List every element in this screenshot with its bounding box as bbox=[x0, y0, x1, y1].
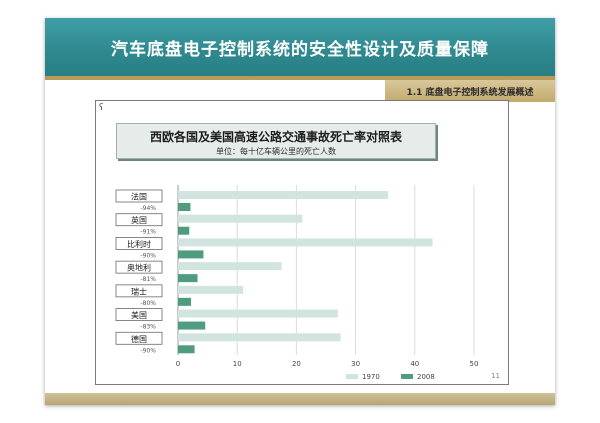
bar-2008 bbox=[178, 297, 192, 306]
bar-2008 bbox=[178, 226, 190, 235]
bar-1970 bbox=[178, 309, 338, 318]
slide: 汽车底盘电子控制系统的安全性设计及质量保障 1.1 底盘电子控制系统发展概述 ʕ… bbox=[45, 18, 555, 405]
category-label-box bbox=[115, 260, 163, 274]
bar-1970 bbox=[178, 238, 433, 247]
x-tick-label: 20 bbox=[292, 360, 301, 368]
category-label: 德国 bbox=[131, 334, 147, 344]
reduction-label: -90% bbox=[140, 347, 156, 354]
reduction-label: -80% bbox=[140, 300, 156, 307]
category-label-box bbox=[115, 284, 163, 298]
bar-2008 bbox=[178, 345, 195, 354]
bar-2008 bbox=[178, 250, 204, 259]
bar-2008 bbox=[178, 203, 191, 211]
chart-subtitle: 单位：每十亿车辆公里的死亡人数 bbox=[216, 147, 336, 156]
section-tab: 1.1 底盘电子控制系统发展概述 bbox=[385, 80, 555, 102]
category-label: 美国 bbox=[131, 310, 147, 320]
bar-2008 bbox=[178, 321, 206, 330]
bar-1970 bbox=[178, 285, 244, 294]
reduction-label: -90% bbox=[140, 252, 156, 259]
legend-swatch-2008 bbox=[401, 374, 413, 379]
chart-figure: ʕ 0 10 20 30 40 50 法国 -94% 英国 -91% 比利时 -90% 奥地利 -81% 瑞… bbox=[95, 100, 509, 385]
reduction-label: -94% bbox=[140, 205, 156, 212]
category-label: 瑞士 bbox=[131, 286, 147, 296]
x-tick-label: 40 bbox=[410, 360, 419, 368]
legend-label-2008: 2008 bbox=[417, 373, 435, 381]
reduction-label: -83% bbox=[140, 324, 156, 331]
bar-2008 bbox=[178, 274, 198, 283]
chart-header: 西欧各国及美国高速公路交通事故死亡率对照表 单位：每十亿车辆公里的死亡人数 bbox=[116, 123, 436, 159]
category-label-box bbox=[115, 308, 163, 321]
category-label: 比利时 bbox=[127, 239, 151, 249]
category-label-box bbox=[115, 189, 163, 203]
footer-band bbox=[45, 393, 555, 405]
corner-logo-icon: ʕ bbox=[99, 103, 104, 113]
slide-title: 汽车底盘电子控制系统的安全性设计及质量保障 bbox=[45, 18, 555, 76]
category-label: 英国 bbox=[131, 215, 147, 225]
category-label: 法国 bbox=[131, 192, 147, 202]
bar-1970 bbox=[178, 214, 303, 223]
title-divider bbox=[45, 76, 555, 80]
chart-title: 西欧各国及美国高速公路交通事故死亡率对照表 bbox=[149, 130, 402, 144]
x-tick-label: 30 bbox=[351, 360, 360, 368]
reduction-label: -91% bbox=[140, 229, 156, 236]
bar-chart: 0 10 20 30 40 50 法国 -94% 英国 -91% 比利时 -90% 奥地利 -81% 瑞士 -… bbox=[115, 185, 479, 381]
bar-1970 bbox=[178, 262, 282, 271]
x-tick-label: 10 bbox=[233, 360, 242, 368]
bar-1970 bbox=[178, 191, 389, 199]
legend-label-1970: 1970 bbox=[362, 373, 380, 381]
reduction-label: -81% bbox=[140, 276, 156, 283]
category-label-box bbox=[115, 237, 163, 250]
legend-swatch-1970 bbox=[346, 374, 358, 379]
x-tick-label: 50 bbox=[470, 360, 479, 368]
x-tick-label: 0 bbox=[176, 360, 180, 368]
category-label: 奥地利 bbox=[127, 263, 151, 273]
bar-1970 bbox=[178, 333, 341, 342]
category-label-box bbox=[115, 331, 163, 345]
page-number: 11 bbox=[491, 372, 500, 380]
category-label-box bbox=[115, 213, 163, 227]
